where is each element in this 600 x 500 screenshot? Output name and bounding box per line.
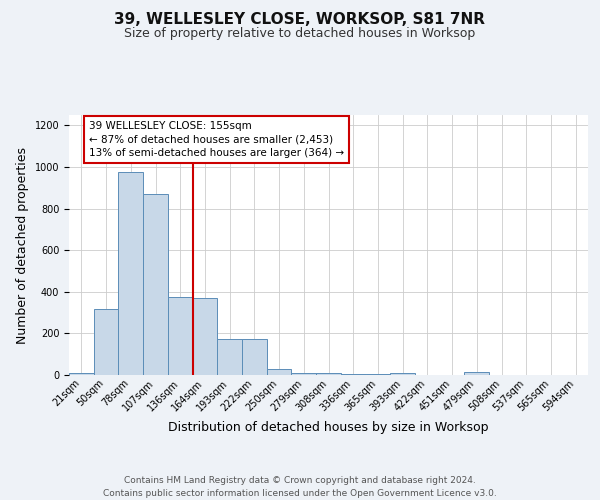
Bar: [365, 374, 390, 375]
Bar: [217, 338, 242, 375]
Bar: [267, 369, 292, 375]
Bar: [316, 374, 341, 375]
Bar: [390, 373, 415, 375]
Bar: [94, 310, 118, 375]
X-axis label: Distribution of detached houses by size in Worksop: Distribution of detached houses by size …: [168, 421, 489, 434]
Bar: [118, 172, 143, 375]
Bar: [242, 338, 267, 375]
Bar: [69, 373, 94, 375]
Text: Size of property relative to detached houses in Worksop: Size of property relative to detached ho…: [124, 28, 476, 40]
Bar: [168, 297, 193, 375]
Y-axis label: Number of detached properties: Number of detached properties: [16, 146, 29, 344]
Bar: [464, 372, 489, 375]
Bar: [143, 194, 168, 375]
Bar: [292, 373, 316, 375]
Text: Contains HM Land Registry data © Crown copyright and database right 2024.
Contai: Contains HM Land Registry data © Crown c…: [103, 476, 497, 498]
Text: 39, WELLESLEY CLOSE, WORKSOP, S81 7NR: 39, WELLESLEY CLOSE, WORKSOP, S81 7NR: [115, 12, 485, 28]
Bar: [193, 298, 217, 375]
Bar: [341, 374, 365, 375]
Text: 39 WELLESLEY CLOSE: 155sqm
← 87% of detached houses are smaller (2,453)
13% of s: 39 WELLESLEY CLOSE: 155sqm ← 87% of deta…: [89, 121, 344, 158]
